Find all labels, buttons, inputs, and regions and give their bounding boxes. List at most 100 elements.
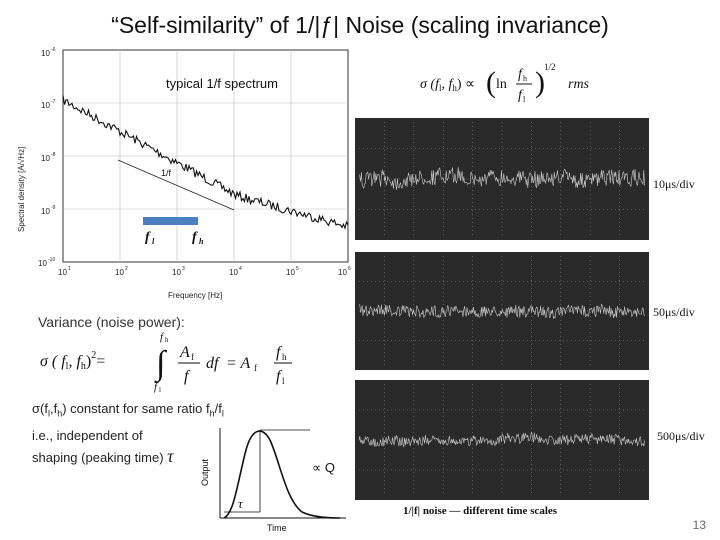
scope-caption-prefix: 1/|f| noise: [403, 505, 447, 517]
svg-text:σ ( fl, fh)2=: σ ( fl, fh)2=: [40, 350, 105, 372]
spectrum-ylabel: Spectral density [A/√Hz]: [17, 147, 26, 232]
var-lhs-power: 2: [91, 350, 96, 361]
var-lhs-sub2: h: [81, 361, 86, 372]
var-lhs: σ ( f: [40, 353, 68, 370]
tau-symbol: τ: [167, 445, 174, 466]
x-tick-label: 10: [338, 268, 347, 277]
time-scale-label: 50μs/div: [653, 305, 695, 319]
pulse-ylabel: Output: [200, 458, 210, 486]
band-high-sub: h: [199, 237, 204, 246]
y-tick-exponent: -6: [51, 47, 56, 53]
scope-panel: [355, 252, 649, 370]
var-ratio-num: f: [276, 344, 283, 361]
variance-formula: σ ( fl, fh)2= ∫ f h f l A f f df = A f: [40, 331, 257, 394]
spectrum-grid: [63, 50, 348, 262]
integral-sign: ∫: [154, 345, 168, 384]
var-lhs-sub1: l: [66, 361, 69, 372]
scope-panel: [355, 118, 649, 240]
scope-noise-trace: [359, 303, 645, 320]
y-tick-exponent: -7: [51, 99, 56, 105]
pulse-curve: [223, 430, 341, 519]
spectrum-xlabel: Frequency [Hz]: [168, 291, 222, 300]
rms-formula: σ (fl, fh) ∝ ( ln f h f l ) 1/2 rms: [420, 62, 590, 104]
tau-label: τ: [238, 496, 244, 511]
var-upper-limit-sub: h: [165, 336, 169, 344]
y-tick-label: 10: [41, 154, 50, 163]
rms-power: 1/2: [544, 62, 556, 72]
rms-den: f: [518, 88, 524, 103]
spectrum-plot: Spectral density [A/√Hz] 10 -6 10 -7 10 …: [17, 47, 351, 300]
rms-lhs-sub1: l: [439, 83, 442, 93]
x-tick-exponent: 6: [348, 266, 351, 272]
y-tick-exponent: -9: [51, 205, 56, 211]
one-over-f-reference-line: [117, 159, 235, 211]
x-tick-exponent: 2: [125, 266, 128, 272]
rms-den-sub: l: [523, 95, 526, 104]
variance-label: Variance (noise power):: [38, 314, 185, 330]
time-scale-label: 10μs/div: [653, 177, 695, 191]
var-rhs-eq: = A: [226, 355, 251, 372]
slide-title: “Self-similarity” of 1/|ƒ| Noise (scalin…: [111, 12, 609, 38]
slope-label: 1/f: [161, 168, 172, 178]
var-ratio-num-sub: h: [282, 352, 287, 362]
var-lower-limit-sub: l: [159, 386, 161, 394]
x-tick-exponent: 1: [68, 266, 71, 272]
var-ratio-den-sub: l: [282, 376, 285, 386]
frequency-band-bar: [143, 217, 198, 225]
pulse-shape-plot: Output Time τ ∝ Q: [200, 428, 346, 533]
var-rhs-sub: f: [254, 363, 257, 373]
var-integrand-num-sub: f: [191, 352, 194, 362]
var-eq: =: [96, 353, 105, 370]
band-high-label: f: [192, 230, 198, 245]
x-tick-label: 10: [229, 268, 238, 277]
svg-text:1/|f| noise — different time s: 1/|f| noise — different time scales: [403, 505, 558, 517]
scope-noise-trace: [358, 431, 645, 448]
rms-num: f: [518, 67, 524, 82]
ratio-note-line1: σ(fl,fh) constant for same ratio fh/fl: [32, 401, 224, 419]
scope-panel: [355, 380, 649, 500]
rms-num-sub: h: [523, 74, 527, 83]
var-lhs-mid: , f: [68, 353, 83, 370]
rms-open-paren: (: [486, 66, 496, 99]
scope-caption-rest: different time scales: [463, 505, 558, 517]
x-tick-label: 10: [58, 268, 67, 277]
x-tick-exponent: 4: [239, 266, 242, 272]
rms-suffix: rms: [568, 77, 590, 92]
y-tick-label: 10: [41, 49, 50, 58]
x-tick-label: 10: [172, 268, 181, 277]
pulse-xlabel: Time: [267, 523, 287, 533]
rms-close-paren: ): [535, 66, 545, 99]
y-tick-label: 10: [38, 259, 47, 268]
time-scale-label: 500μs/div: [657, 429, 705, 443]
ratio-note-line3: shaping (peaking time) τ: [32, 445, 174, 466]
var-df: df: [206, 355, 221, 372]
var-integrand-num: A: [179, 344, 190, 361]
var-upper-limit: f: [160, 331, 165, 343]
page-number: 13: [692, 518, 706, 532]
variance-ln-term: ln f h f l: [274, 344, 292, 386]
spectrum-trace: [62, 95, 349, 231]
svg-text:σ (fl, fh) ∝: σ (fl, fh) ∝: [420, 77, 475, 93]
x-tick-exponent: 3: [182, 266, 185, 272]
scope-noise-trace: [358, 167, 645, 190]
y-tick-exponent: -10: [48, 257, 55, 263]
x-tick-exponent: 5: [296, 266, 299, 272]
y-tick-label: 10: [41, 101, 50, 110]
spectrum-annotation: typical 1/f spectrum: [166, 76, 278, 91]
x-tick-label: 10: [286, 268, 295, 277]
var-integrand-den: f: [184, 368, 191, 385]
rms-lhs-sub2: h: [452, 83, 457, 93]
oscilloscope-traces: 10μs/div 50μs/div 500μs/div 1/|f| noise …: [355, 118, 705, 517]
rms-lhs: σ (f: [420, 77, 441, 92]
rms-lhs-close: ) ∝: [457, 77, 475, 92]
x-tick-label: 10: [115, 268, 124, 277]
var-lower-limit: f: [154, 381, 159, 393]
scope-caption-dash: —: [448, 505, 461, 517]
rms-ln: ln: [496, 77, 507, 92]
var-lhs-close: ): [86, 353, 91, 370]
band-low-label: f: [145, 230, 151, 245]
ratio-note-line2: i.e., independent of: [32, 427, 143, 443]
var-ratio-den: f: [276, 368, 283, 385]
y-tick-exponent: -8: [51, 152, 56, 158]
amplitude-label: ∝ Q: [312, 460, 335, 475]
